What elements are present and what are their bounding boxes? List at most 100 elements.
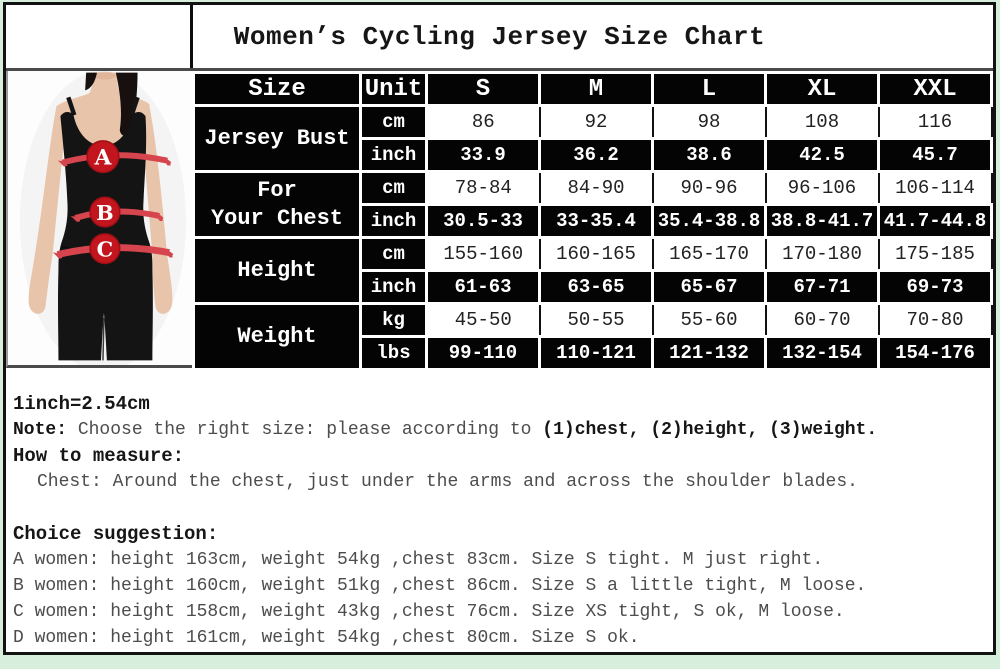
size-value-cell: 36.2 [538,137,654,173]
row-label: Weight [192,302,362,371]
size-value-cell: 38.6 [651,137,767,173]
size-row-for-cm: For Your Chest cm 78-84 84-90 90-96 96-106 106… [192,170,993,239]
size-row-height-cm: Height cm 155-160 160-165 165-170 170-180 175-… [192,236,993,305]
suggestion-line-d: D women: height 161cm, weight 54kg ,ches… [13,628,640,648]
size-value-cell: 55-60 [651,302,767,338]
row-label: Jersey Bust [192,104,362,173]
note-emphasis: (1)chest, (2)height, (3)weight. [542,420,878,440]
size-selection-note: Note: Choose the right size: please acco… [13,417,987,443]
col-header-s: S [425,71,541,107]
col-header-xl: XL [764,71,880,107]
unit-label: inch [359,269,428,305]
unit-label: lbs [359,335,428,371]
note-label: Note: [13,420,78,440]
chin-shadow [94,71,116,80]
size-value-cell: 35.4-38.8 [651,203,767,239]
unit-label: cm [359,104,428,140]
size-row-height-inch: inch 61-63 63-65 65-67 67-71 69-73 [194,269,993,305]
size-value-cell: 33-35.4 [538,203,654,239]
size-value-cell: 90-96 [651,170,767,206]
col-header-m: M [538,71,654,107]
notes-section: 1inch=2.54cm Note: Choose the right size… [6,368,993,651]
woman-figure-illustration: A B C [8,71,189,365]
size-value-cell: 160-165 [538,236,654,272]
page-title: Women’s Cycling Jersey Size Chart [233,21,766,52]
size-value-cell: 41.7-44.8 [877,203,993,239]
figure-hair-left [85,72,98,91]
figure-left-arm [28,106,66,314]
size-value-cell: 69-73 [877,269,993,305]
size-row-weight-lbs: lbs 99-110 110-121 121-132 132-154 154-176 [194,335,993,371]
size-value-cell: 45-50 [425,302,541,338]
size-value-cell: 96-106 [764,170,880,206]
title-bar: Women’s Cycling Jersey Size Chart [6,5,993,68]
size-value-cell: 98 [651,104,767,140]
chart-content: A B C Size Unit S M L XL XXL [6,68,993,371]
unit-label: cm [359,236,428,272]
size-value-cell: 50-55 [538,302,654,338]
col-header-l: L [651,71,767,107]
figure-strap-left [66,96,77,116]
size-value-cell: 108 [764,104,880,140]
col-header-size: Size [192,71,362,107]
suggestion-line-c: C women: height 158cm, weight 43kg ,ches… [13,602,845,622]
bust-marker-label: A [94,146,113,171]
size-value-cell: 121-132 [651,335,767,371]
figure-leg-gap-line [102,317,105,361]
col-header-unit: Unit [359,71,428,107]
measurement-figure-panel: A B C [6,71,192,368]
size-value-cell: 175-185 [877,236,993,272]
size-value-cell: 86 [425,104,541,140]
size-value-cell: 154-176 [877,335,993,371]
size-value-cell: 110-121 [538,335,654,371]
unit-label: inch [359,203,428,239]
size-value-cell: 38.8-41.7 [764,203,880,239]
size-value-cell: 84-90 [538,170,654,206]
size-value-cell: 92 [538,104,654,140]
size-value-cell: 67-71 [764,269,880,305]
unit-label: cm [359,170,428,206]
figure-strap-right [129,96,140,116]
size-row-for-inch: inch 30.5-33 33-35.4 35.4-38.8 38.8-41.7 41.7… [194,203,993,239]
suggestion-line-b: B women: height 160cm, weight 51kg ,ches… [13,576,867,596]
size-value-cell: 70-80 [877,302,993,338]
size-value-cell: 170-180 [764,236,880,272]
size-value-cell: 165-170 [651,236,767,272]
size-row-weight-kg: Weight kg 45-50 50-55 55-60 60-70 70-80 [192,302,993,371]
size-value-cell: 132-154 [764,335,880,371]
conversion-note: 1inch=2.54cm [13,393,150,415]
choice-suggestion-heading: Choice suggestion: [13,523,219,545]
waist-marker-circle [89,196,121,228]
suggestion-line-a: A women: height 163cm, weight 54kg ,ches… [13,550,824,570]
table-header-row: Size Unit S M L XL XXL [192,71,993,107]
size-value-cell: 42.5 [764,137,880,173]
size-table: Size Unit S M L XL XXL Jersey Bust cm 86 92… [192,71,993,371]
size-value-cell: 99-110 [425,335,541,371]
size-value-cell: 106-114 [877,170,993,206]
size-value-cell: 63-65 [538,269,654,305]
hip-marker-label: C [97,237,114,262]
size-value-cell: 61-63 [425,269,541,305]
size-value-cell: 116 [877,104,993,140]
col-header-xxl: XXL [877,71,993,107]
how-to-measure-heading: How to measure: [13,445,185,467]
measure-chest-note: Chest: Around the chest, just under the … [37,472,858,492]
size-value-cell: 60-70 [764,302,880,338]
size-row-jersey-bust-cm: Jersey Bust cm 86 92 98 108 116 [192,104,993,173]
unit-label: kg [359,302,428,338]
size-value-cell: 30.5-33 [425,203,541,239]
note-body: Choose the right size: please according … [77,420,543,440]
size-value-cell: 65-67 [651,269,767,305]
row-label: Height [192,236,362,305]
hip-marker-circle [89,233,121,265]
bust-marker-circle [86,140,120,174]
waist-marker-label: B [96,200,114,225]
size-value-cell: 78-84 [425,170,541,206]
size-value-cell: 155-160 [425,236,541,272]
title-divider-line [190,5,193,68]
size-value-cell: 33.9 [425,137,541,173]
unit-label: inch [359,137,428,173]
size-value-cell: 45.7 [877,137,993,173]
row-label: For Your Chest [192,170,362,239]
content-frame: Women’s Cycling Jersey Size Chart [3,2,996,655]
